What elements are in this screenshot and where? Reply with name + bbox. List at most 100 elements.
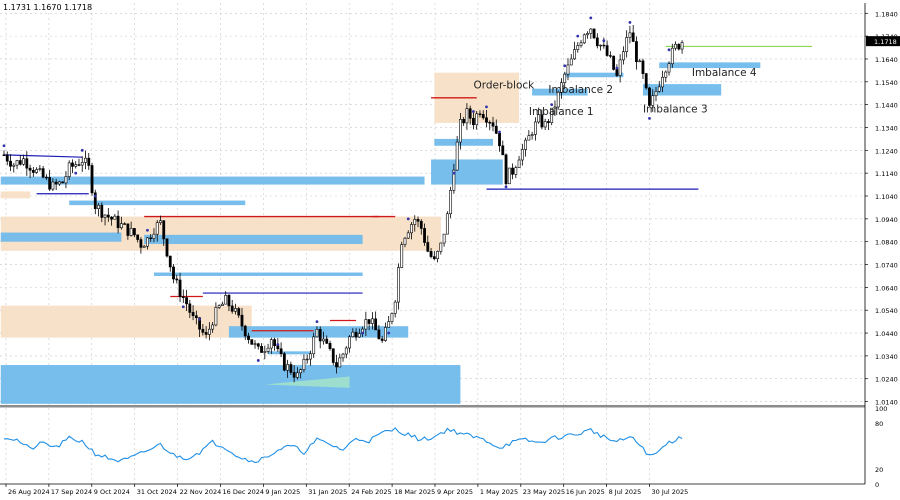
- candle-bull: [234, 308, 237, 312]
- candle-bear: [429, 251, 433, 257]
- candle-bull: [582, 34, 586, 44]
- current-price-box: [866, 36, 900, 47]
- x-tick-label: 31 Oct 2024: [137, 488, 177, 496]
- candle-bull: [338, 357, 342, 368]
- candle-bear: [501, 145, 505, 156]
- orderblock-zone: [0, 305, 252, 338]
- candle-bull: [393, 301, 397, 314]
- imbalance-zone: [532, 88, 588, 96]
- candle-bull: [129, 228, 133, 236]
- candle-bear: [648, 87, 651, 106]
- candle-bear: [41, 168, 45, 178]
- candle-bear: [462, 119, 466, 124]
- x-tick-label: 26 Aug 2024: [8, 488, 50, 496]
- candle-bear: [90, 165, 94, 194]
- candle-bear: [282, 353, 286, 371]
- candle-bull: [651, 95, 655, 106]
- candle-bull: [341, 353, 345, 359]
- candle-bull: [670, 47, 674, 65]
- imbalance-zone: [642, 84, 722, 96]
- candle-bear: [178, 279, 182, 298]
- swing-marker: [256, 359, 260, 362]
- candle-bull: [224, 295, 228, 305]
- candle-bear: [488, 121, 492, 124]
- candle-bull: [299, 369, 303, 374]
- candle-bull: [667, 63, 671, 73]
- swing-marker: [181, 305, 185, 309]
- candle-bear: [133, 228, 136, 236]
- candle-bull: [455, 141, 459, 171]
- candle-bear: [100, 204, 104, 218]
- candle-bull: [445, 213, 449, 235]
- imbalance-zone: [659, 62, 761, 69]
- imbalance-zone: [144, 234, 363, 244]
- candle-bull: [364, 319, 368, 330]
- swing-marker: [146, 228, 149, 232]
- candle-bull: [621, 51, 625, 61]
- candle-bear: [250, 339, 254, 345]
- candle-bull: [533, 121, 537, 135]
- candle-bull: [452, 169, 456, 191]
- candle-bull: [312, 336, 316, 355]
- candle-bull: [348, 336, 351, 349]
- candle-bear: [201, 328, 205, 333]
- candle-bear: [494, 125, 498, 134]
- candle-bear: [25, 158, 29, 169]
- y-tick-label: 1.1440: [875, 102, 898, 110]
- candle-bear: [641, 60, 645, 74]
- candle-bull: [103, 214, 107, 218]
- candle-bear: [28, 167, 32, 171]
- swing-marker: [315, 320, 319, 324]
- candle-bull: [475, 113, 479, 126]
- candle-bear: [71, 162, 74, 167]
- y-tick-label: 1.1640: [875, 56, 898, 64]
- candle-bear: [292, 372, 296, 378]
- imbalance-zone: [564, 72, 624, 78]
- candle-bear: [87, 157, 91, 166]
- imbalance-zone: [434, 138, 493, 146]
- y-tick-label: 1.1340: [875, 124, 898, 132]
- candle-bull: [295, 372, 299, 378]
- candle-bull: [35, 169, 39, 173]
- candle-bull: [214, 307, 218, 326]
- candle-bull: [439, 242, 443, 252]
- candle-bull: [159, 220, 162, 223]
- candle-bull: [530, 134, 534, 136]
- candle-bull: [553, 106, 557, 109]
- candle-bull: [638, 60, 642, 63]
- candle-bull: [520, 149, 524, 161]
- imbalance-zone: [0, 232, 122, 242]
- candle-bull: [15, 160, 19, 166]
- candle-bear: [419, 220, 423, 229]
- candle-bear: [5, 154, 9, 162]
- candle-bear: [380, 338, 384, 341]
- swing-level-line: [3, 154, 83, 158]
- osc-tick-label: 100: [875, 405, 887, 413]
- candle-bear: [18, 160, 22, 165]
- y-tick-label: 1.1540: [875, 79, 898, 87]
- candle-bull: [674, 43, 677, 49]
- candle-bull: [442, 233, 446, 244]
- candle-bull: [524, 139, 528, 150]
- candle-bull: [514, 167, 518, 175]
- candle-bear: [631, 32, 635, 42]
- zone-annotation: Imbalance 1: [529, 106, 594, 118]
- candle-bull: [344, 347, 348, 355]
- candle-bear: [331, 348, 335, 363]
- candle-bull: [465, 108, 469, 124]
- candle-bull: [599, 44, 602, 47]
- candle-bear: [54, 181, 58, 185]
- candle-bear: [188, 303, 192, 313]
- candle-bull: [152, 233, 156, 239]
- candle-bull: [436, 251, 439, 260]
- candle-bear: [481, 114, 485, 119]
- candle-bear: [432, 256, 436, 260]
- candle-bull: [302, 358, 306, 370]
- candle-bear: [592, 28, 596, 39]
- candle-bear: [472, 117, 475, 126]
- imbalance-zone: [69, 200, 246, 206]
- imbalance-zone: [268, 351, 311, 355]
- candle-bull: [370, 318, 374, 324]
- candle-bear: [31, 170, 35, 173]
